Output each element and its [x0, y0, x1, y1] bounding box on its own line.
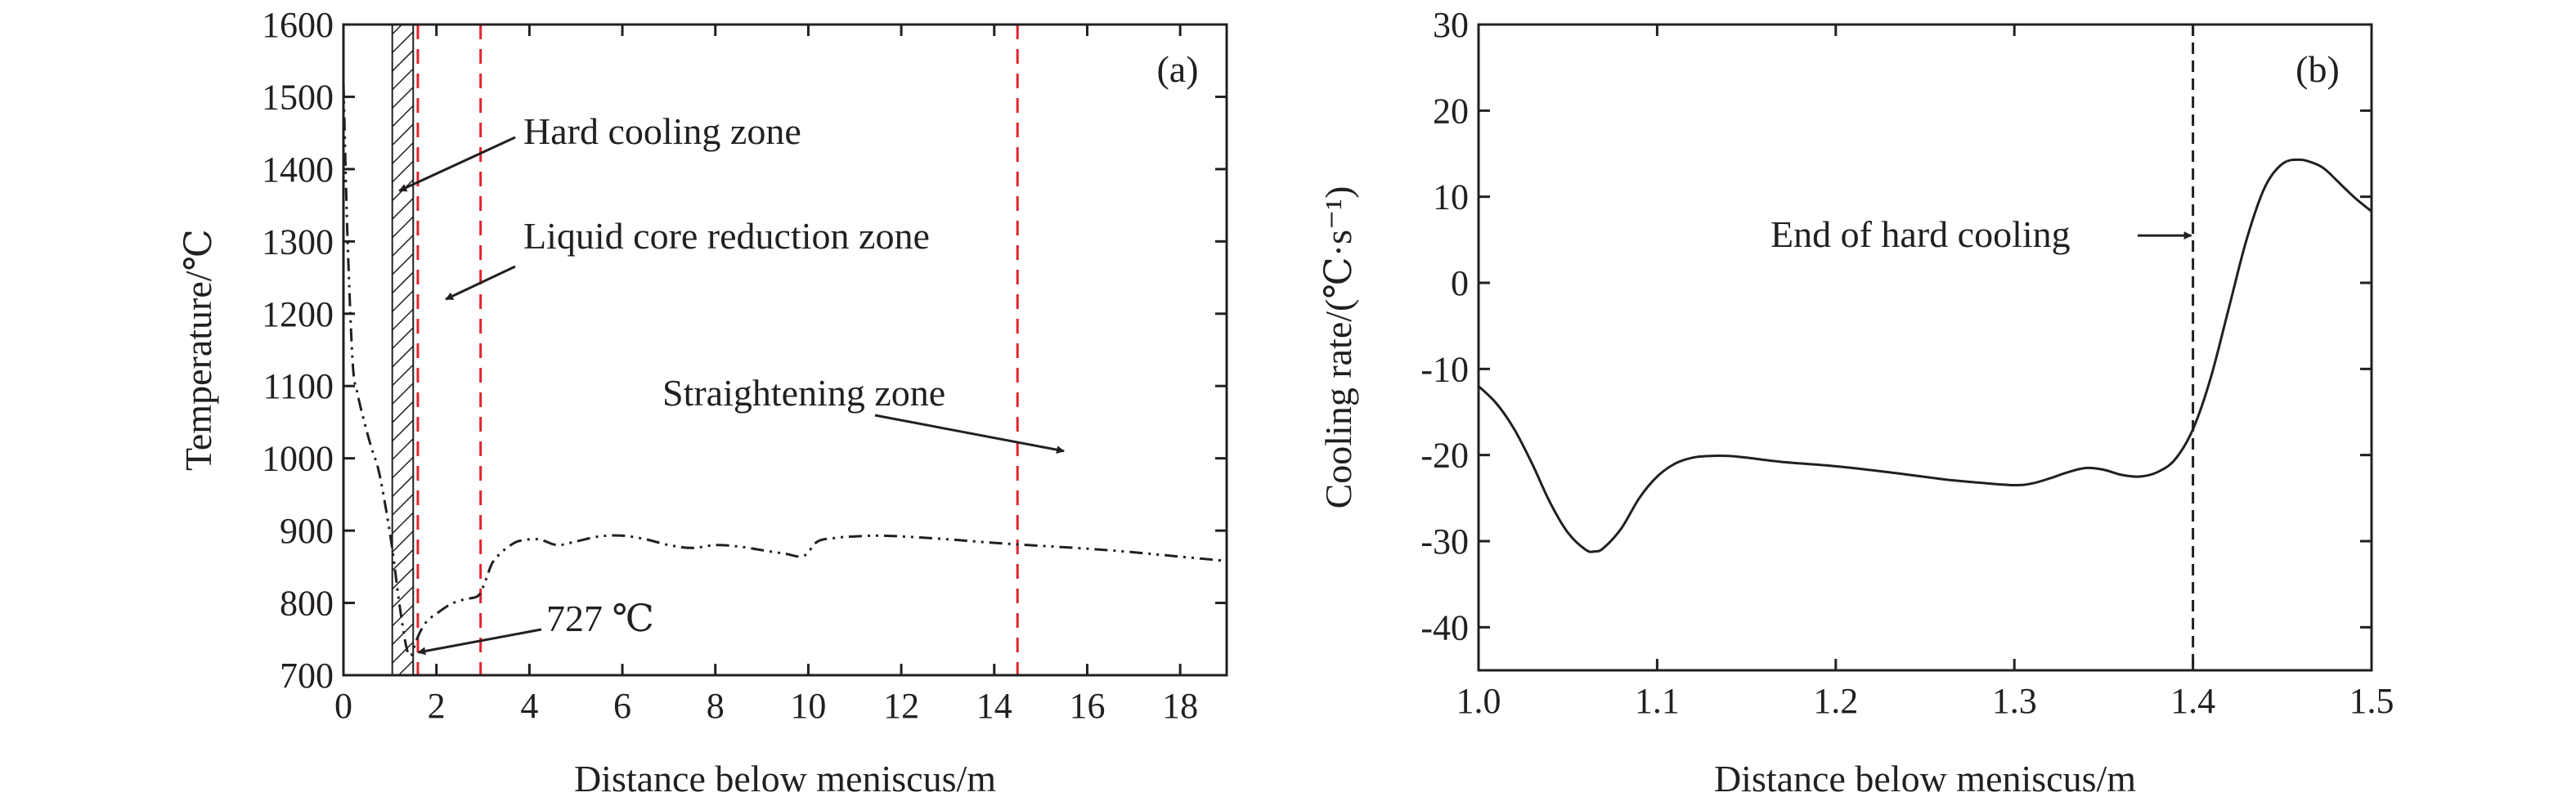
panel-b-x-tick-label: 1.0 [1456, 681, 1501, 721]
panel-a-y-tick-label: 1500 [262, 77, 334, 117]
panel-a-y-tick-label: 1400 [262, 150, 334, 190]
end-of-hard-cooling-label: End of hard cooling [1770, 213, 2071, 255]
min-temperature-arrow [417, 628, 542, 656]
panel-a-tag: (a) [1156, 48, 1198, 90]
min-temperature-label: 727 ℃ [546, 598, 654, 639]
panel-b-y-tick-label: -20 [1420, 436, 1469, 476]
panel-a-x-tick-label: 4 [520, 686, 538, 726]
panel-a-x-tick-label: 6 [613, 686, 631, 726]
panel-b-x-tick-label: 1.1 [1635, 681, 1680, 721]
panel-a-x-axis-title: Distance below meniscus/m [574, 758, 996, 799]
panel-a-temperature-chart: 0 2 4 6 8 10 12 14 16 18 700 800 900 1000 1100 1200 1300… [177, 5, 1228, 799]
panel-b-y-tick-label: 0 [1451, 263, 1469, 303]
panel-a-y-tick-label: 1100 [263, 366, 334, 406]
cooling-rate-curve [1477, 158, 2372, 553]
liquid-core-reduction-zone-arrow [445, 265, 516, 301]
panel-b-x-tick-label: 1.4 [2170, 681, 2215, 721]
panel-a-x-tick-label: 8 [707, 686, 725, 726]
panel-a-y-tick-label: 800 [280, 584, 334, 624]
panel-b-y-tick-label: -10 [1420, 349, 1469, 389]
panel-b-y-tick-label: 20 [1433, 91, 1469, 131]
hard-cooling-zone-label: Hard cooling zone [523, 110, 801, 152]
panel-a-y-tick-label: 1200 [262, 294, 334, 334]
panel-b-x-tick-label: 1.2 [1813, 681, 1858, 721]
straightening-zone-arrow [874, 414, 1066, 454]
panel-b-y-tick-label: 10 [1433, 177, 1469, 217]
panel-b-cooling-rate-chart: 1.0 1.1 1.2 1.3 1.4 1.5 -40 -30 -20 -10 0 10 20 30 En… [1317, 5, 2394, 799]
panel-b-y-tick-label: 30 [1433, 5, 1469, 45]
panel-b-y-tick-label: -30 [1420, 522, 1469, 562]
panel-a-y-tick-label: 1600 [262, 5, 334, 45]
panel-b-x-tick-label: 1.5 [2349, 681, 2394, 721]
panel-b-plot-frame [1477, 23, 2373, 672]
temperature-curve [342, 82, 1227, 657]
panel-b-x-tick-label: 1.3 [1992, 681, 2037, 721]
panel-a-y-tick-label: 900 [280, 511, 334, 551]
panel-a-y-axis-title: Temperature/℃ [177, 229, 219, 471]
panel-a-plot-frame [342, 23, 1228, 677]
panel-a-x-tick-label: 14 [976, 686, 1012, 726]
liquid-core-reduction-zone-label: Liquid core reduction zone [523, 215, 930, 257]
panel-a-y-tick-label: 700 [280, 656, 334, 696]
panel-a-y-tick-label: 1300 [262, 222, 334, 262]
straightening-zone-label: Straightening zone [662, 372, 945, 414]
panel-a-x-tick-label: 10 [790, 686, 826, 726]
panel-b-x-axis-title: Distance below meniscus/m [1714, 758, 2136, 799]
panel-a-x-tick-label: 12 [883, 686, 919, 726]
panel-a-x-tick-label: 0 [334, 686, 352, 726]
panel-a-x-tick-label: 16 [1069, 686, 1105, 726]
hard-cooling-zone-arrow [398, 136, 516, 192]
panel-b-y-axis-title: Cooling rate/(℃·s⁻¹) [1317, 186, 1359, 509]
panel-a-y-tick-label: 1000 [262, 439, 334, 479]
panel-a-x-tick-label: 18 [1162, 686, 1198, 726]
panel-b-y-tick-label: -40 [1420, 607, 1469, 647]
panel-b-tag: (b) [2296, 48, 2340, 90]
panel-a-x-tick-label: 2 [428, 686, 446, 726]
